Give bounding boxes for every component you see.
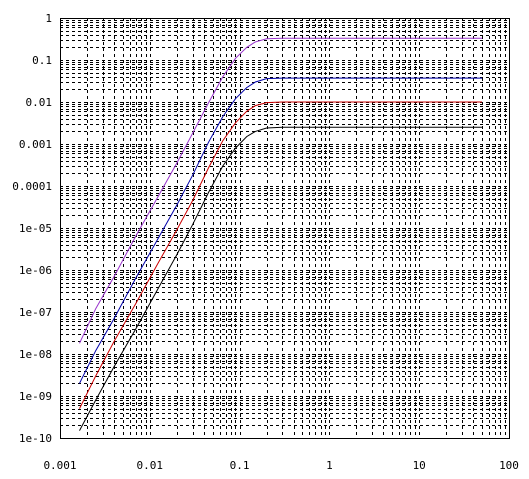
- series-layer: [79, 37, 482, 431]
- major-grid: [60, 18, 510, 439]
- x-tick-label: 100: [499, 459, 519, 472]
- series-line-2: [79, 77, 482, 384]
- series-line-1: [79, 37, 482, 344]
- x-tick-label: 10: [413, 459, 426, 472]
- y-axis-ticks: 1 0.1 0.01 0.001 0.0001 1e-05 1e-06 1e-07 1e-08 1…: [12, 12, 52, 445]
- y-tick-label: 1e-07: [19, 306, 52, 319]
- y-tick-label: 1e-10: [19, 432, 52, 445]
- y-tick-label: 1e-09: [19, 390, 52, 403]
- y-tick-label: 0.001: [19, 138, 52, 151]
- series-line-3: [79, 101, 482, 409]
- minor-grid: [60, 18, 509, 438]
- y-tick-label: 1e-08: [19, 348, 52, 361]
- y-tick-label: 1: [45, 12, 52, 25]
- y-tick-label: 1e-06: [19, 264, 52, 277]
- y-tick-label: 0.0001: [12, 180, 52, 193]
- x-tick-label: 0.01: [137, 459, 164, 472]
- series-line-4: [79, 126, 482, 431]
- x-tick-label: 0.1: [230, 459, 250, 472]
- x-axis-ticks: 0.001 0.01 0.1 1 10 100: [43, 459, 519, 472]
- y-tick-label: 0.01: [26, 96, 53, 109]
- y-tick-label: 0.1: [32, 54, 52, 67]
- plot-frame: [60, 18, 510, 439]
- x-tick-label: 1: [326, 459, 333, 472]
- x-tick-label: 0.001: [43, 459, 76, 472]
- y-tick-label: 1e-05: [19, 222, 52, 235]
